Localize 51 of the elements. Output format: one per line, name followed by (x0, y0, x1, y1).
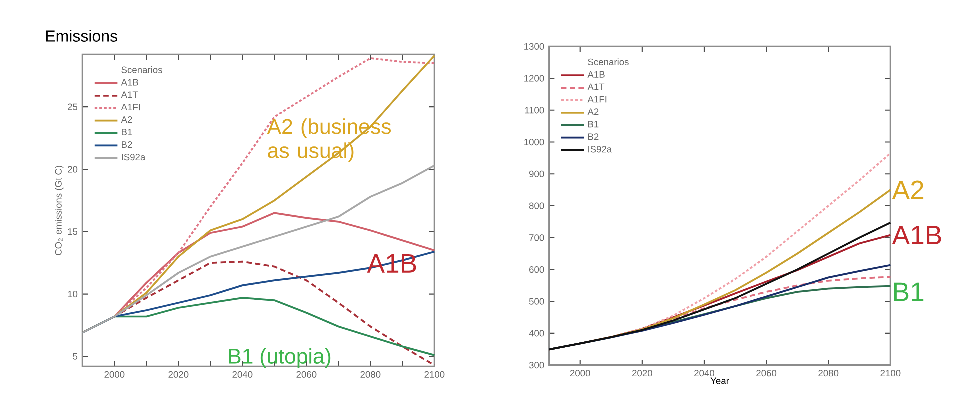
y-tick-label: 1000 (524, 138, 544, 146)
y-axis-title: CO$_{2}$ emissions (Gt C) (55, 166, 64, 256)
legend-label: A2 (121, 116, 132, 124)
annotation: B1 (utopia) (229, 348, 331, 368)
legend-label: A1B (121, 79, 138, 86)
text: B1 (894, 282, 924, 302)
y-tick-label: 15 (68, 228, 78, 236)
text: A1B (892, 226, 942, 244)
legend-label: A1B (588, 71, 605, 78)
legend-label: IS92a (122, 154, 146, 161)
x-axis-title: Year (710, 378, 730, 384)
legend-label: B1 (122, 129, 132, 136)
y-tick-label: 400 (529, 330, 544, 337)
y-tick-label: 800 (529, 202, 544, 210)
x-tick-label: 2060 (296, 371, 317, 378)
x-tick-label: 2080 (818, 370, 839, 377)
legend-label: B1 (588, 121, 599, 128)
y-tick-label: 600 (530, 266, 544, 274)
x-tick-label: 2020 (168, 371, 189, 378)
x-tick-label: 2020 (632, 370, 652, 377)
legend-label: B2 (588, 134, 599, 140)
text: A2 (892, 180, 924, 200)
x-tick-label: 2040 (232, 371, 253, 378)
chart-title: Emissions (46, 30, 118, 42)
y-tick-label: 1100 (525, 107, 544, 114)
legend-label: B2 (122, 141, 132, 148)
y-tick-label: 20 (68, 166, 78, 173)
legend-label: A2 (588, 108, 599, 116)
legend-label: A1T (588, 84, 605, 90)
y-tick-label: 300 (529, 362, 544, 369)
x-tick-label: 2100 (424, 371, 445, 378)
y-tick-label: 1200 (524, 75, 544, 82)
y-tick-label: 5 (73, 353, 78, 360)
y-tick-label: 900 (529, 170, 544, 178)
y-tick-label: 500 (529, 298, 544, 305)
y-tick-label: 1300 (524, 43, 544, 50)
legend-title: Scenarios (588, 58, 629, 66)
x-tick-label: 2040 (694, 370, 715, 377)
x-tick-label: 2000 (570, 370, 590, 377)
x-tick-label: 2100 (880, 370, 901, 377)
legend-label: A1T (121, 92, 138, 98)
x-tick-label: 2000 (104, 371, 125, 378)
x-tick-label: 2060 (756, 370, 777, 377)
legend-title: Scenarios (122, 66, 162, 74)
legend-label: A1FI (588, 96, 607, 103)
y-tick-label: 10 (68, 290, 78, 298)
legend-label: IS92a (588, 146, 612, 153)
x-tick-label: 2080 (360, 371, 381, 378)
y-tick-label: 25 (68, 104, 78, 110)
y-tick-label: 700 (530, 234, 544, 242)
legend-label: A1FI (121, 104, 140, 111)
